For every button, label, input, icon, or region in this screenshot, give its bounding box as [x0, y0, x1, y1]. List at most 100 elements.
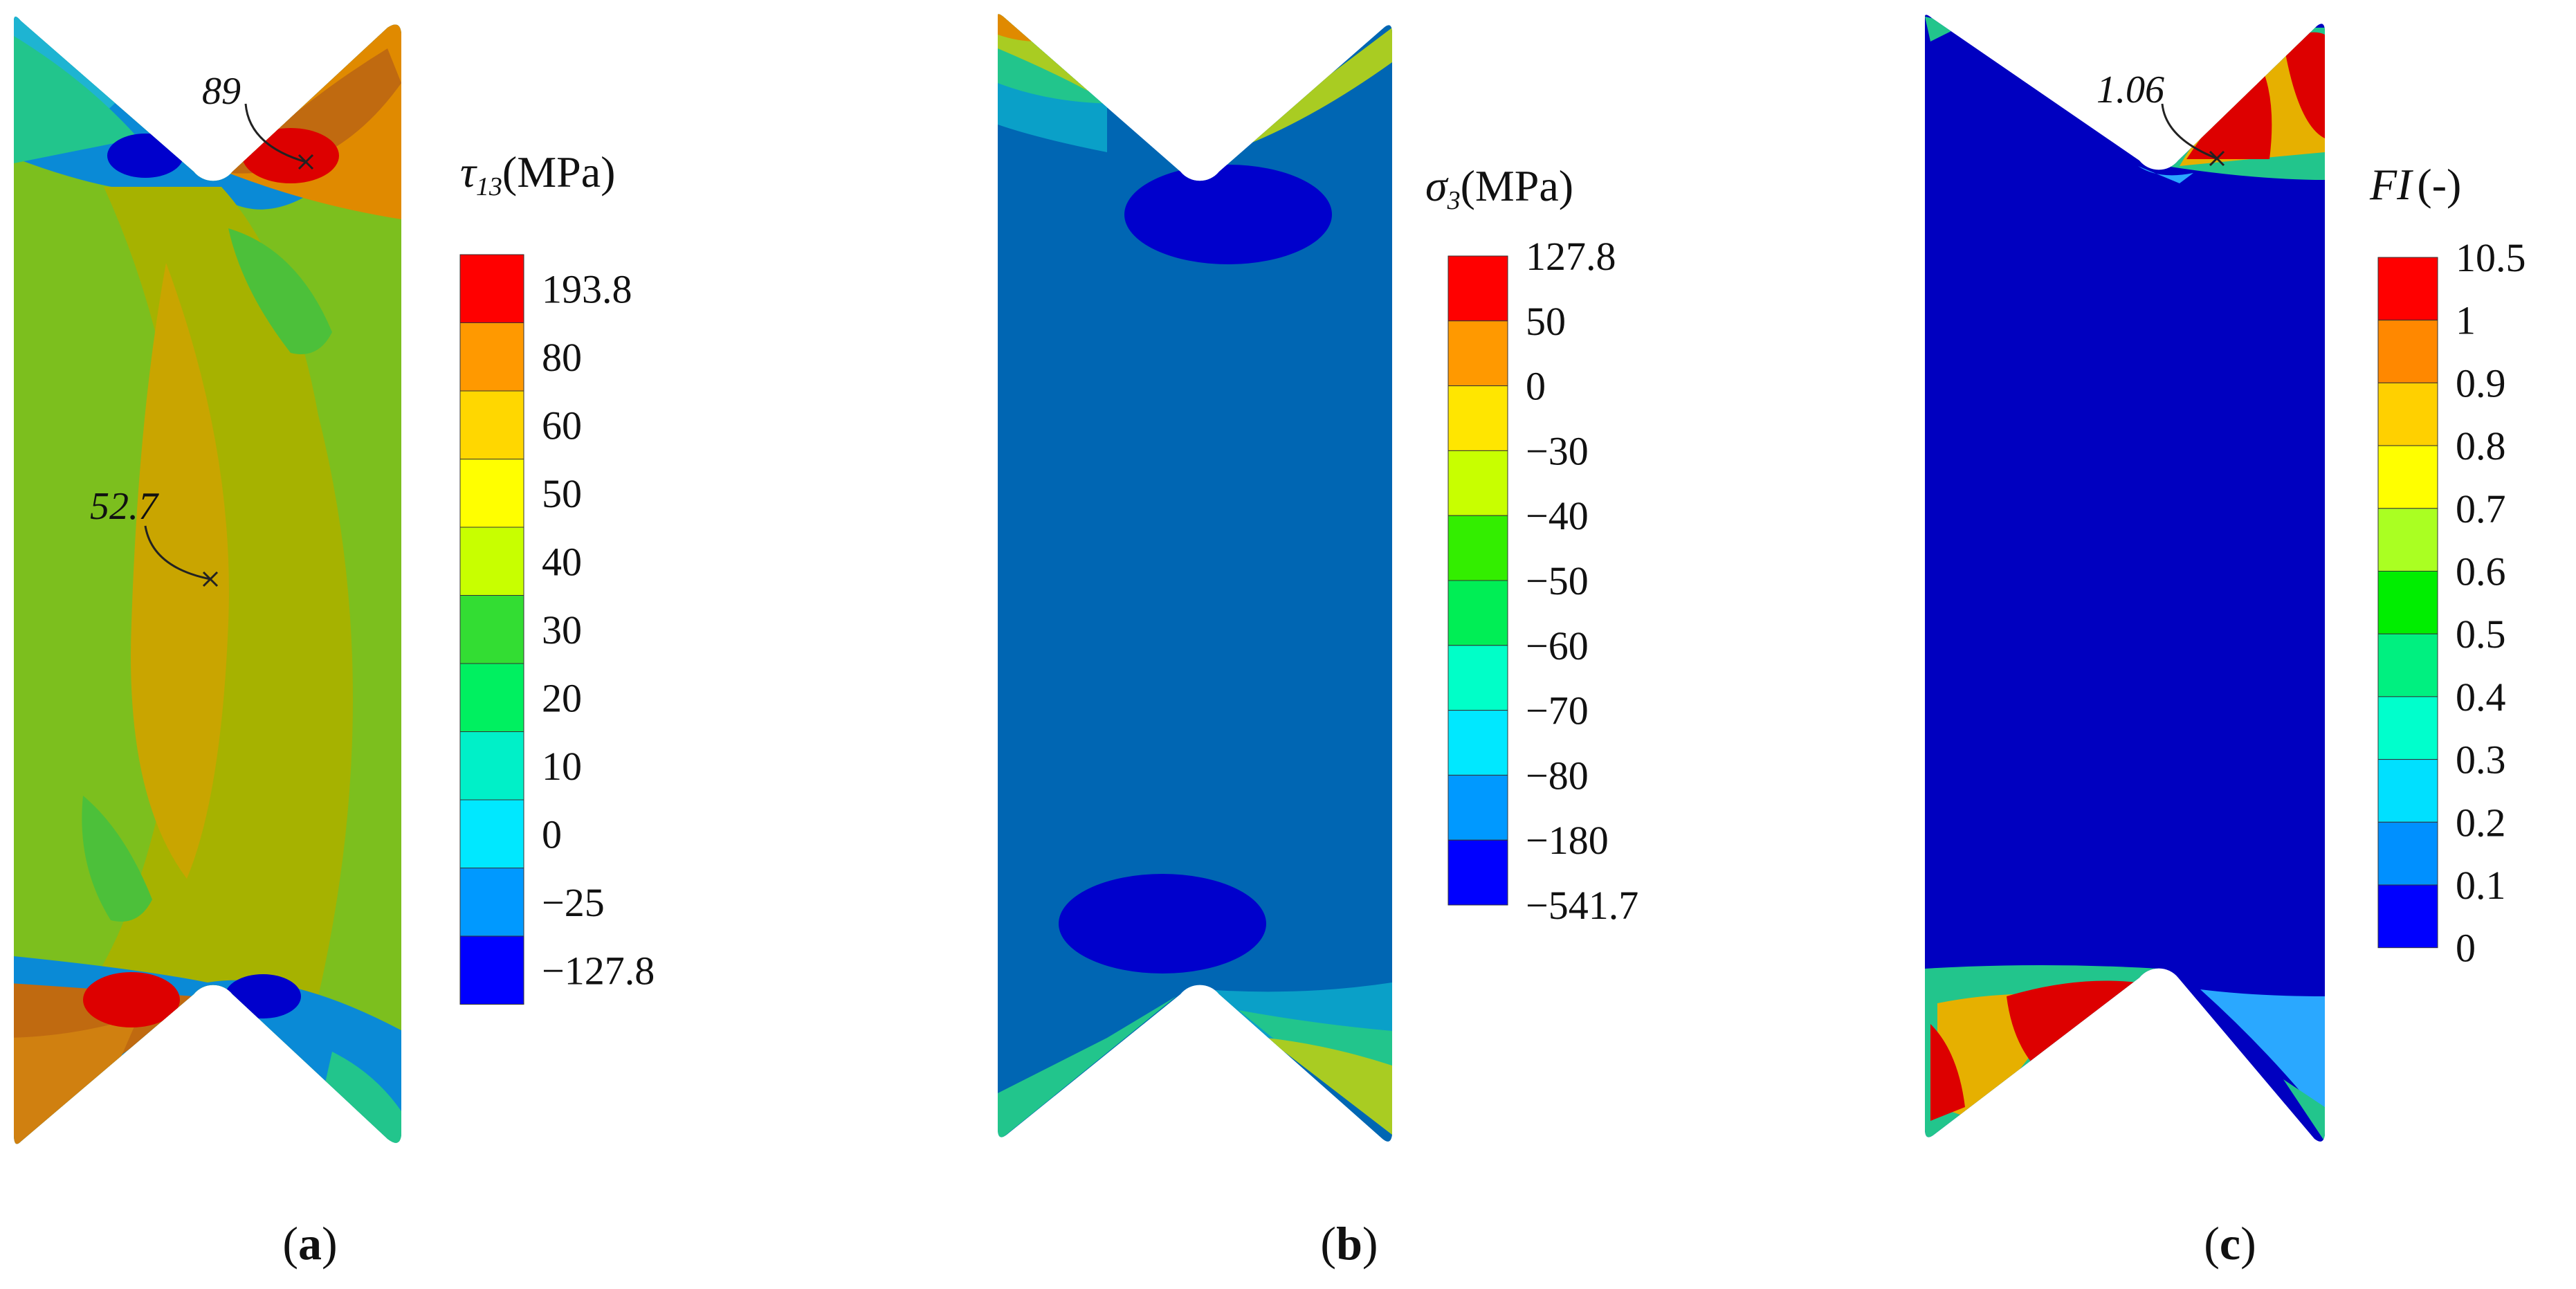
legend-swatch: [1447, 710, 1508, 776]
caption-c-letter: c: [2220, 1217, 2240, 1270]
legend-swatch: [459, 731, 524, 801]
contour-plot-a: [14, 17, 401, 1144]
panel-c: 1.06 FI (-) 10.5 1 0.9 0.8 0.7 0.6 0.5 0.4 0.3 0.2…: [1925, 15, 2526, 1142]
legend-b: σ3(MPa) 127.8 50 0 −30 −40 −50 −60 −70 −80 −180 −5…: [1425, 161, 1638, 928]
legend-label: −541.7: [1526, 883, 1638, 928]
legend-swatch: [2377, 320, 2438, 383]
legend-label: −180: [1526, 818, 1609, 863]
panel-a: 89 52.7 τ13(MPa) 193.8 80 60 50 40 30 20 10 0 −25…: [14, 17, 655, 1144]
legend-label: 30: [542, 607, 582, 652]
legend-swatch: [1447, 385, 1508, 451]
legend-swatch: [2377, 445, 2438, 509]
legend-swatch: [2377, 257, 2438, 321]
legend-label: 0: [2456, 926, 2476, 971]
annotation-label-1-06: 1.06: [2097, 68, 2164, 111]
annotation-marker-1-06: [2161, 103, 2225, 167]
contour-plot-b: [998, 14, 1392, 1142]
legend-labels-c: 10.5 1 0.9 0.8 0.7 0.6 0.5 0.4 0.3 0.2 0.1 0: [2456, 235, 2526, 971]
legend-title-c: FI (-): [2369, 160, 2461, 209]
legend-swatch: [1447, 450, 1508, 516]
legend-swatch: [2377, 696, 2438, 760]
legend-swatch: [459, 459, 524, 528]
legend-c: FI (-) 10.5 1 0.9 0.8 0.7 0.6 0.5 0.4 0.3 0.2 0.1 0: [2369, 160, 2526, 971]
legend-label: 1: [2456, 298, 2476, 343]
caption-a: (a): [282, 1217, 337, 1270]
legend-swatch: [1447, 515, 1508, 581]
legend-label: 80: [542, 335, 582, 380]
legend-label: −60: [1526, 623, 1589, 668]
legend-label: −30: [1526, 428, 1589, 473]
legend-subscript-a: 13: [476, 172, 502, 201]
legend-swatch: [459, 390, 524, 459]
legend-swatch: [2377, 571, 2438, 634]
legend-swatch: [2377, 821, 2438, 886]
legend-swatch: [1447, 580, 1508, 646]
legend-label: −127.8: [542, 948, 655, 993]
legend-swatch: [459, 595, 524, 664]
legend-label: 0.6: [2456, 549, 2506, 594]
svg-text:(a): (a): [282, 1217, 337, 1270]
legend-title-a: τ13(MPa): [460, 147, 615, 201]
legend-swatch: [2377, 759, 2438, 823]
legend-swatches-c: [2377, 257, 2438, 949]
legend-swatch: [1447, 839, 1508, 906]
legend-label: 0.3: [2456, 738, 2506, 783]
legend-label: −50: [1526, 558, 1589, 603]
legend-label: 50: [1526, 299, 1566, 344]
legend-swatch: [459, 527, 524, 596]
legend-swatch: [459, 935, 524, 1005]
legend-symbol-a: τ: [460, 147, 477, 196]
legend-label: −70: [1526, 688, 1589, 733]
legend-swatch: [459, 799, 524, 868]
legend-label: 193.8: [542, 266, 632, 311]
legend-label: 0.1: [2456, 863, 2506, 908]
annotation-label-52-7: 52.7: [90, 485, 159, 528]
legend-labels-b: 127.8 50 0 −30 −40 −50 −60 −70 −80 −180 −541.7: [1526, 234, 1638, 928]
legend-label: −80: [1526, 753, 1589, 798]
legend-label: 0: [542, 812, 562, 857]
legend-swatch: [2377, 382, 2438, 446]
annotation-marker-52-7: [144, 525, 219, 587]
legend-swatch: [2377, 884, 2438, 949]
legend-label: 0.9: [2456, 360, 2506, 405]
legend-swatch: [1447, 645, 1508, 711]
legend-label: 0: [1526, 364, 1546, 409]
legend-symbol-c: FI: [2369, 160, 2413, 209]
caption-b-letter: b: [1336, 1217, 1362, 1270]
legend-subscript-b: 3: [1447, 186, 1461, 215]
legend-label: 60: [542, 403, 582, 448]
legend-symbol-b: σ: [1425, 161, 1449, 210]
legend-labels-a: 193.8 80 60 50 40 30 20 10 0 −25 −127.8: [542, 266, 655, 993]
caption-b: (b): [1320, 1217, 1378, 1270]
legend-swatch: [459, 254, 524, 323]
legend-label: −25: [542, 880, 605, 925]
caption-c: (c): [2204, 1217, 2256, 1270]
legend-swatch: [459, 868, 524, 937]
legend-swatch: [1447, 774, 1508, 841]
legend-label: 0.2: [2456, 800, 2506, 845]
legend-swatch: [459, 322, 524, 392]
legend-label: 0.8: [2456, 423, 2506, 468]
contour-plot-c: [1925, 15, 2325, 1142]
svg-text:(b): (b): [1320, 1217, 1378, 1270]
legend-swatches-b: [1447, 255, 1508, 906]
legend-label: 10: [542, 744, 582, 789]
legend-unit-b: (MPa): [1461, 161, 1574, 210]
panel-b: σ3(MPa) 127.8 50 0 −30 −40 −50 −60 −70 −80 −180 −5…: [998, 14, 1638, 1142]
legend-label: 20: [542, 675, 582, 720]
legend-swatch: [2377, 508, 2438, 572]
legend-swatches-a: [459, 254, 524, 1005]
legend-label: −40: [1526, 493, 1589, 538]
legend-label: 0.7: [2456, 486, 2506, 531]
annotation-label-89: 89: [202, 70, 241, 113]
legend-label: 127.8: [1526, 234, 1616, 279]
legend-label: 50: [542, 471, 582, 516]
caption-a-letter: a: [298, 1217, 322, 1270]
legend-label: 0.5: [2456, 612, 2506, 657]
legend-unit-c: (-): [2417, 160, 2461, 209]
legend-swatch: [459, 663, 524, 732]
legend-unit-a: (MPa): [502, 147, 616, 196]
legend-a: τ13(MPa) 193.8 80 60 50 40 30 20 10 0 −25 −127.8: [459, 147, 655, 1005]
legend-swatch: [1447, 320, 1508, 387]
